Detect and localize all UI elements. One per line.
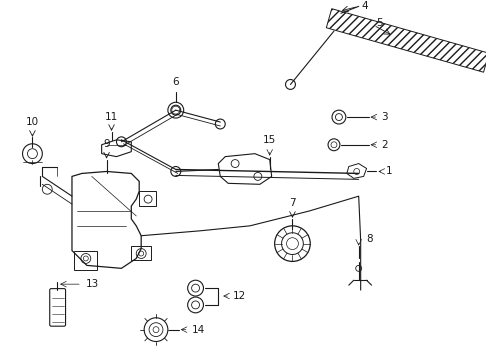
Text: 11: 11 xyxy=(105,112,118,122)
Text: 2: 2 xyxy=(381,140,387,150)
Text: 8: 8 xyxy=(366,234,372,244)
Text: 9: 9 xyxy=(103,139,110,149)
Text: 10: 10 xyxy=(26,117,39,127)
Text: 14: 14 xyxy=(191,325,204,335)
Text: 12: 12 xyxy=(233,291,246,301)
Text: 5: 5 xyxy=(376,18,382,28)
Text: 4: 4 xyxy=(361,1,367,12)
Text: 6: 6 xyxy=(172,77,179,87)
Text: 13: 13 xyxy=(85,279,99,289)
Text: 15: 15 xyxy=(263,135,276,145)
Text: 7: 7 xyxy=(288,198,295,208)
Text: 1: 1 xyxy=(385,166,391,176)
Text: 3: 3 xyxy=(381,112,387,122)
